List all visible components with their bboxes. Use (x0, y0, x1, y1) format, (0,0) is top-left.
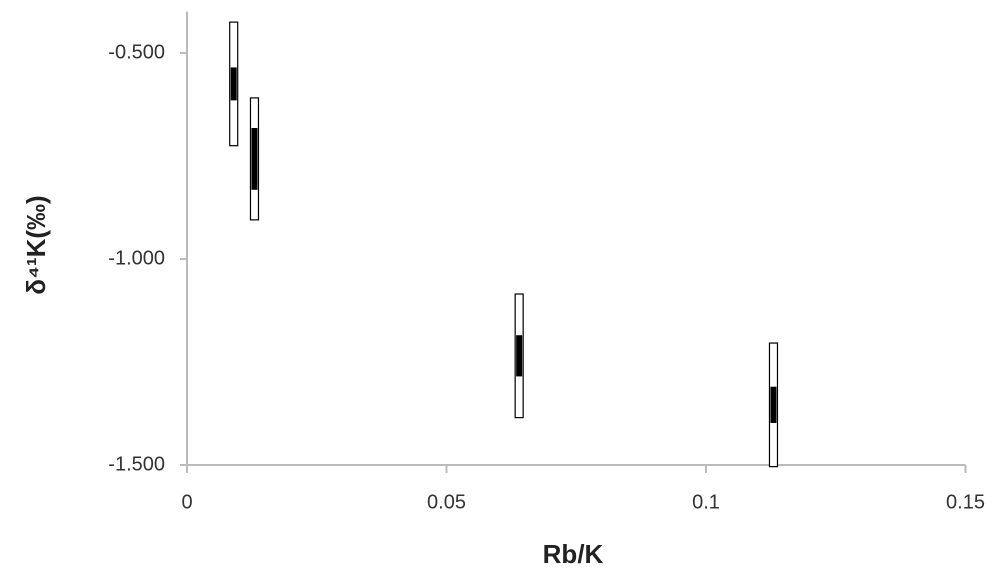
inner-error-box (251, 127, 258, 190)
inner-error-box (516, 335, 523, 377)
x-tick-label: 0.1 (692, 491, 720, 513)
x-tick-label: 0.05 (427, 491, 466, 513)
y-tick-label: -1.500 (108, 453, 165, 475)
inner-error-box (770, 386, 777, 423)
y-tick-label: -0.500 (108, 41, 165, 63)
x-axis-label: Rb/K (543, 539, 604, 569)
y-axis-label: δ⁴¹K(‰) (21, 195, 51, 294)
x-tick-label: 0 (181, 491, 192, 513)
inner-error-box (230, 67, 237, 101)
x-tick-label: 0.15 (946, 491, 985, 513)
y-tick-label: -1.000 (108, 247, 165, 269)
